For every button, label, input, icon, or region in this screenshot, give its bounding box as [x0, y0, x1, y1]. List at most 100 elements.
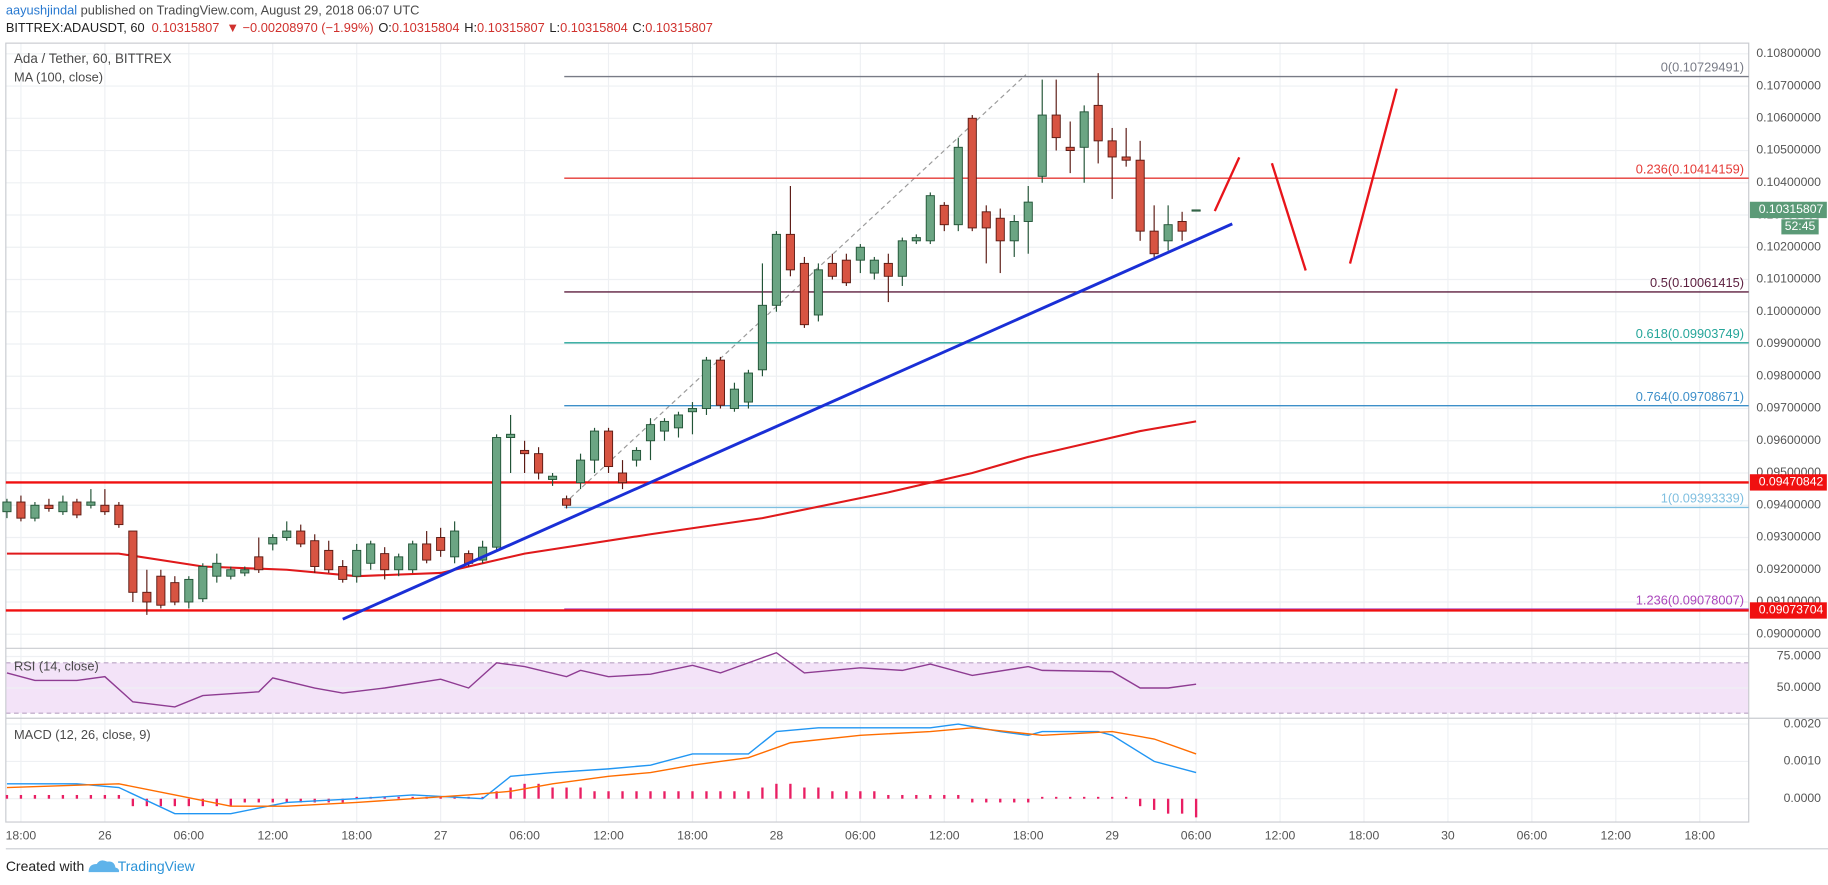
macd-histogram [439, 796, 442, 799]
macd-histogram [649, 791, 652, 799]
ohlc-value: 0.10315807 [477, 21, 545, 36]
macd-tick-label: 0.0010 [1784, 754, 1822, 768]
macd-histogram [733, 791, 736, 799]
rsi-tick-label: 50.0000 [1777, 680, 1821, 694]
fib-label: 0.236(0.10414159) [1636, 161, 1744, 176]
logo [88, 860, 120, 873]
x-tick-label: 06:00 [174, 828, 205, 842]
candle-body [813, 269, 823, 316]
plot-frame [5, 42, 1750, 823]
symbol: BITTREX:ADAUSDT, 60 [6, 21, 145, 36]
author[interactable]: aayushjindal [6, 3, 77, 18]
candle-body [1163, 224, 1173, 242]
candle-body [1107, 140, 1117, 158]
macd-histogram [285, 798, 288, 803]
candle-body [785, 233, 795, 271]
price-box [1749, 474, 1827, 491]
x-tick-label: 18:00 [1013, 828, 1044, 842]
candle-body [673, 414, 684, 429]
main-pane [2, 73, 1749, 818]
fib-label: 0.618(0.09903749) [1636, 326, 1744, 341]
macd-histogram [117, 794, 121, 799]
macd-histogram [1166, 798, 1170, 814]
y-tick-label: 0.09400000 [1756, 497, 1821, 511]
candle-body [617, 472, 628, 484]
candle-body [1037, 114, 1047, 177]
quote-line: BITTREX:ADAUSDT, 60 0.10315807 ▼ −0.002089… [6, 21, 713, 36]
candle-body [981, 211, 991, 229]
macd-histogram [229, 798, 232, 807]
candle-body [352, 549, 362, 577]
x-tick-label: 29 [1105, 828, 1119, 842]
macd-histogram [677, 791, 680, 799]
candle-body [995, 217, 1005, 242]
candle-body [548, 475, 558, 480]
price-box-label: 0.09073704 [1759, 603, 1824, 617]
candle-body [631, 449, 642, 461]
candle-body [575, 459, 586, 484]
drawings [342, 88, 1398, 621]
candle-body [506, 433, 516, 438]
candle-body [799, 262, 809, 326]
countdown: 52:45 [1785, 219, 1816, 233]
x-tick-label: 12:00 [1601, 828, 1632, 842]
ohlc-value: 0.10315807 [645, 21, 713, 36]
macd-histogram [817, 787, 820, 799]
macd-histogram [271, 798, 274, 803]
macd-histogram [985, 798, 988, 803]
macd-histogram [845, 791, 848, 799]
trend-line [342, 222, 1233, 621]
macd-histogram [523, 783, 526, 799]
macd-histogram [915, 794, 918, 799]
ohlc-key: H: [464, 21, 477, 36]
candle-body [743, 372, 753, 403]
y-tick-label: 0.09700000 [1756, 401, 1821, 415]
axis-labels: 18:00 26 06:00 12:00 18:00 27 06:00 12:00 18:00 2… [6, 46, 1827, 842]
candle-body [589, 430, 600, 461]
panes [5, 42, 1828, 850]
candle-body [380, 553, 390, 571]
candle-body [1121, 156, 1131, 161]
countdown-box [1781, 219, 1819, 235]
footer-text: Created with [6, 858, 85, 874]
x-tick-label: 06:00 [845, 828, 876, 842]
candle-body [841, 259, 851, 284]
price-box [1749, 602, 1827, 619]
x-tick-label: 06:00 [1181, 828, 1212, 842]
x-tick-label: 28 [770, 828, 784, 842]
candle-body [156, 575, 166, 606]
candle-body [659, 420, 670, 432]
x-tick-label: 30 [1441, 828, 1455, 842]
y-tick-label: 0.09200000 [1756, 562, 1821, 576]
candle-body [1079, 111, 1089, 148]
published: published on TradingView.com, August 29,… [81, 3, 420, 18]
candle-body [925, 195, 935, 242]
ohlc-key: O: [378, 21, 392, 36]
fib-label: 1.236(0.09078007) [1636, 592, 1744, 607]
footer-brand[interactable]: TradingView [118, 858, 196, 874]
macd-histogram [61, 794, 65, 799]
macd-histogram [803, 787, 806, 799]
candle-body [911, 237, 921, 242]
x-tick-label: 06:00 [509, 828, 540, 842]
macd-histogram [621, 791, 624, 799]
candle-body [603, 430, 614, 468]
macd-legend: MACD (12, 26, close, 9) [14, 727, 151, 742]
candle-body [142, 591, 152, 603]
last-price-box [1749, 201, 1827, 219]
macd-histogram [579, 787, 582, 799]
quote-value: ▼ −0.00208970 (−1.99%) [226, 21, 373, 36]
macd-histogram [201, 798, 204, 807]
last-price-label: 0.10315807 [1759, 202, 1824, 216]
x-tick-label: 12:00 [593, 828, 624, 842]
macd-histogram [187, 798, 190, 807]
macd-histogram [971, 798, 974, 803]
macd-histogram [873, 791, 876, 799]
candle-body [645, 424, 656, 442]
x-tick-label: 12:00 [1265, 828, 1296, 842]
x-tick-label: 26 [98, 828, 112, 842]
candle-body [254, 556, 264, 571]
candle-body [16, 501, 26, 519]
candle-body [855, 246, 865, 261]
candle-body [310, 540, 320, 567]
